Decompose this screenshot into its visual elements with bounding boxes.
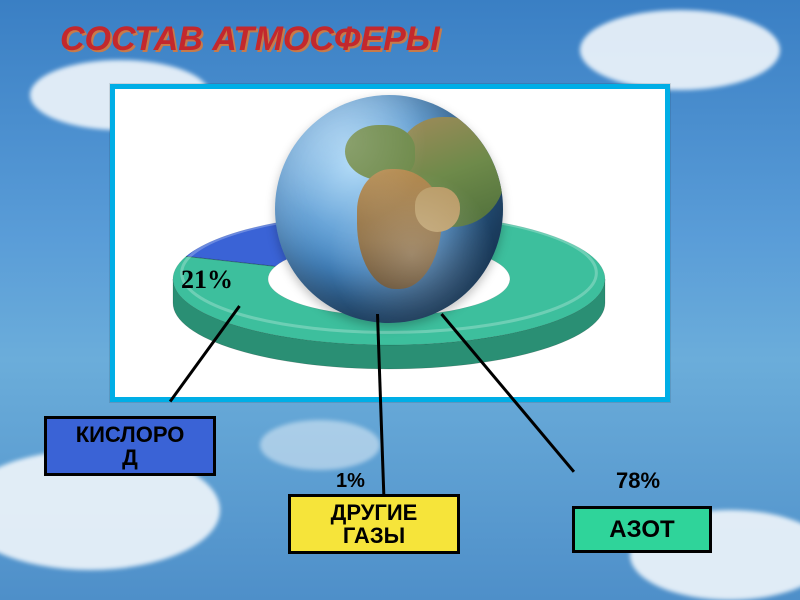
page-title: СОСТАВ АТМОСФЕРЫ xyxy=(60,20,440,59)
legend-label: АЗОТ xyxy=(609,516,674,543)
cloud-icon xyxy=(260,420,380,470)
legend-label: Д xyxy=(122,445,138,470)
legend-oxygen: КИСЛОРО Д xyxy=(44,416,216,476)
legend-label: КИСЛОРО xyxy=(76,422,185,447)
percent-label-nitrogen: 78% xyxy=(616,468,660,494)
legend-label: ДРУГИЕ xyxy=(331,500,418,525)
stage: СОСТАВ АТМОСФЕРЫ 21% 1% 78% КИСЛОРО Д ДР… xyxy=(0,0,800,600)
chart-panel: 21% xyxy=(110,84,670,402)
legend-label: ГАЗЫ xyxy=(343,523,405,548)
percent-label-oxygen: 21% xyxy=(181,265,233,295)
cloud-icon xyxy=(580,10,780,90)
percent-label-other: 1% xyxy=(336,470,365,493)
legend-other: ДРУГИЕ ГАЗЫ xyxy=(288,494,460,554)
earth-globe-icon xyxy=(275,95,503,323)
globe-atmosphere-overlay xyxy=(275,95,503,323)
legend-nitrogen: АЗОТ xyxy=(572,506,712,553)
